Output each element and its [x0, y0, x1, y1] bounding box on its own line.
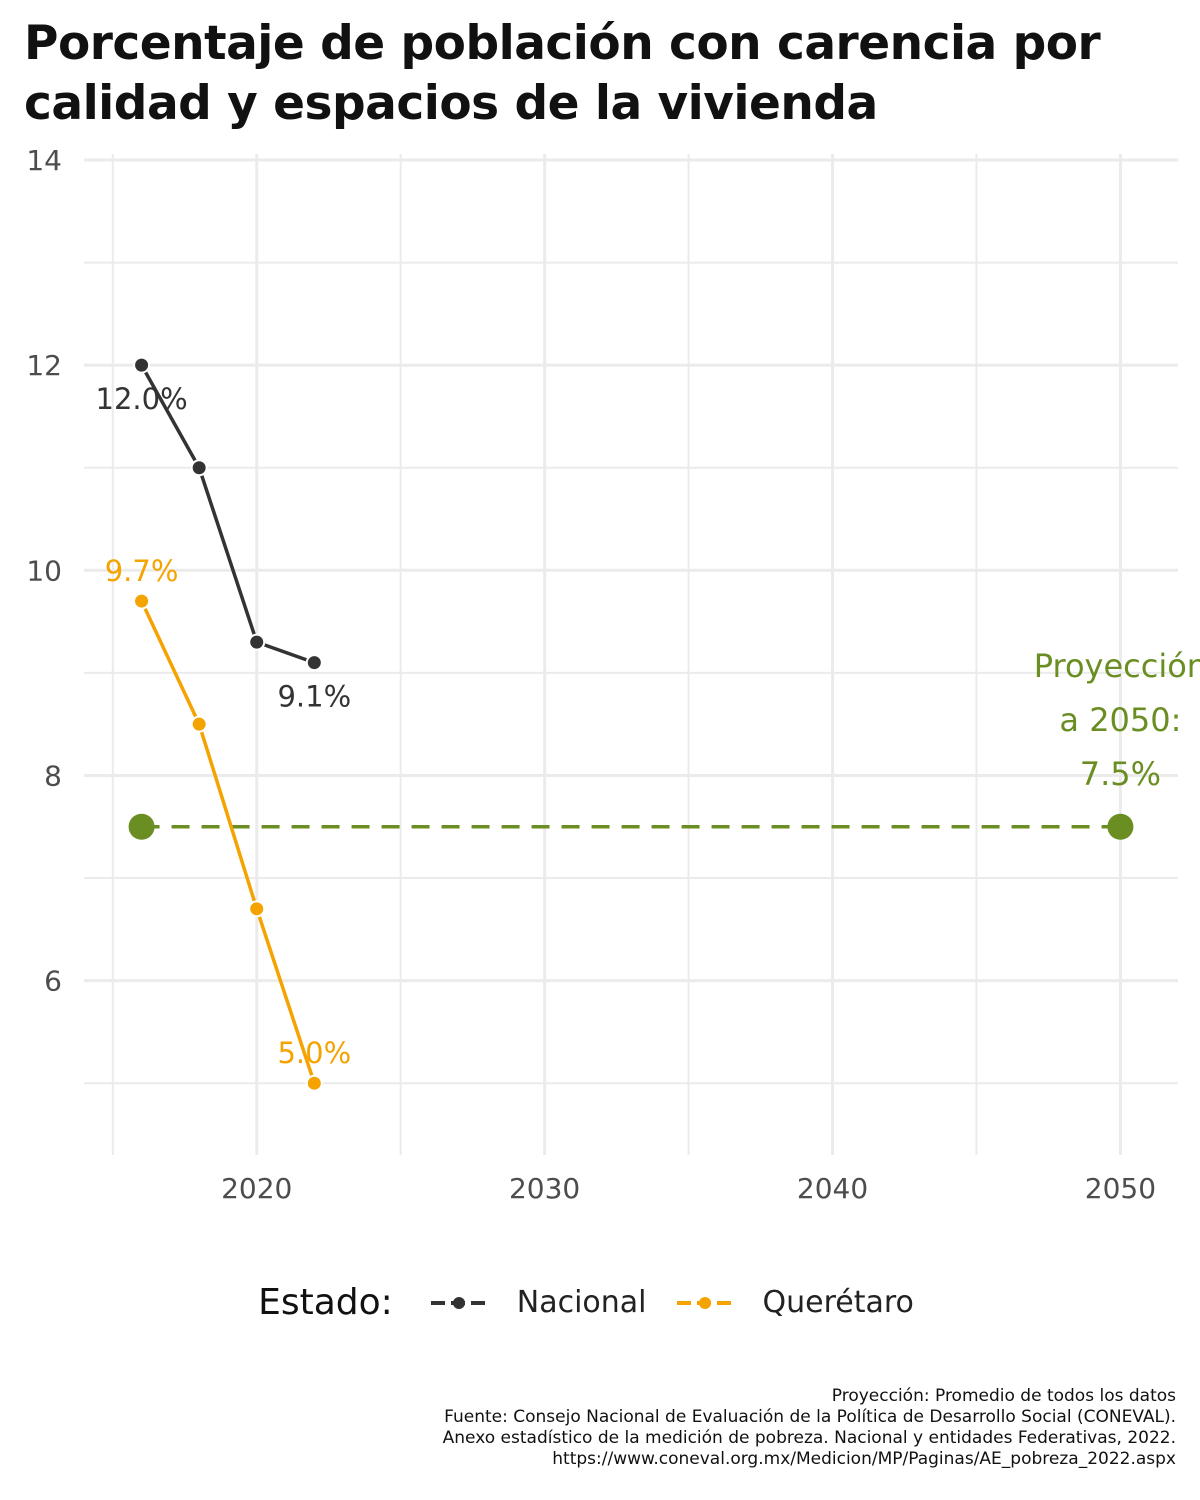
legend-title: Estado: — [258, 1282, 393, 1323]
data-label: 12.0% — [96, 382, 188, 416]
y-tick-label: 6 — [44, 965, 62, 998]
y-tick-label: 14 — [26, 144, 62, 177]
grid-lines — [84, 154, 1178, 1155]
chart-title: Porcentaje de población con carencia por… — [24, 16, 1101, 131]
data-label: 9.7% — [105, 554, 179, 588]
series-point — [190, 715, 208, 733]
y-tick-label: 12 — [26, 349, 62, 382]
legend: Estado: Nacional Querétaro — [0, 1282, 1200, 1323]
x-tick-label: 2040 — [797, 1172, 868, 1205]
legend-item-nacional: Nacional — [429, 1285, 647, 1320]
projection-point — [1107, 813, 1134, 840]
series-point — [248, 633, 266, 651]
caption: Proyección: Promedio de todos los datos … — [443, 1386, 1176, 1470]
y-tick-label: 10 — [26, 554, 62, 587]
series-point — [248, 900, 266, 918]
projection-label: Proyección — [1034, 647, 1200, 685]
legend-label-nacional: Nacional — [516, 1285, 647, 1320]
legend-key-nacional-icon — [430, 1296, 487, 1309]
legend-item-queretaro: Querétaro — [675, 1285, 914, 1320]
legend-key-queretaro-icon — [676, 1296, 733, 1309]
data-label: 9.1% — [277, 680, 351, 714]
caption-line: https://www.coneval.org.mx/Medicion/MP/P… — [552, 1449, 1176, 1469]
x-tick-label: 2030 — [509, 1172, 580, 1205]
legend-label-queretaro: Querétaro — [762, 1285, 914, 1320]
series-point — [133, 592, 151, 610]
series-point — [305, 654, 323, 672]
data-label: 5.0% — [277, 1036, 351, 1070]
series-line — [140, 364, 315, 665]
y-axis-ticks: 6 8 10 12 14 — [26, 144, 62, 998]
x-tick-label: 2020 — [221, 1172, 292, 1205]
series-point — [133, 356, 151, 374]
projection-label: a 2050: — [1059, 701, 1181, 739]
projection-series: Proyección a 2050: 7.5% — [128, 647, 1200, 840]
series-point — [305, 1074, 323, 1092]
caption-line: Proyección: Promedio de todos los datos — [831, 1386, 1176, 1406]
projection-point — [128, 813, 155, 840]
data-labels: 12.0% 9.1% 9.7% 5.0% — [96, 382, 352, 1070]
projection-label: 7.5% — [1080, 755, 1161, 793]
y-tick-label: 8 — [44, 759, 62, 792]
data-series — [133, 356, 323, 1092]
line-chart: 6 8 10 12 14 2020 2030 2040 2050 Proyección a 20… — [26, 144, 1200, 1205]
x-tick-label: 2050 — [1085, 1172, 1156, 1205]
series-point — [190, 459, 208, 477]
caption-line: Fuente: Consejo Nacional de Evaluación d… — [444, 1407, 1176, 1427]
x-axis-ticks: 2020 2030 2040 2050 — [221, 1172, 1156, 1205]
series-line — [139, 600, 316, 1084]
caption-line: Anexo estadístico de la medición de pobr… — [442, 1428, 1176, 1448]
